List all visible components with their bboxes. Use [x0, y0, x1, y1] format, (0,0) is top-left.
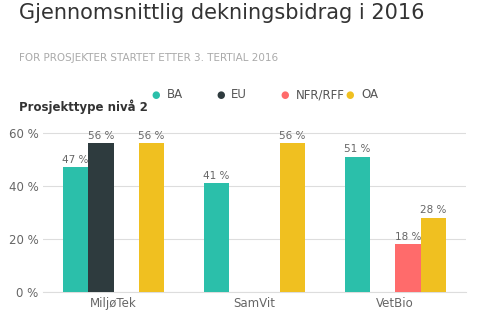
Text: Gjennomsnittlig dekningsbidrag i 2016: Gjennomsnittlig dekningsbidrag i 2016 — [19, 3, 425, 23]
Bar — [280, 143, 305, 292]
Text: 56 %: 56 % — [88, 131, 114, 141]
Text: BA: BA — [167, 88, 183, 101]
Text: 56 %: 56 % — [279, 131, 306, 141]
Bar — [420, 218, 446, 292]
Text: 56 %: 56 % — [138, 131, 165, 141]
Bar — [204, 183, 229, 292]
Bar — [63, 167, 88, 292]
Text: 28 %: 28 % — [420, 205, 446, 215]
Text: ●: ● — [346, 90, 354, 100]
Text: Prosjekttype nivå 2: Prosjekttype nivå 2 — [19, 100, 148, 114]
Text: 18 %: 18 % — [395, 232, 421, 242]
Text: ●: ● — [281, 90, 289, 100]
Text: ●: ● — [151, 90, 160, 100]
Text: ●: ● — [216, 90, 225, 100]
Text: EU: EU — [231, 88, 247, 101]
Bar — [395, 244, 420, 292]
Text: 47 %: 47 % — [62, 155, 89, 165]
Text: 41 %: 41 % — [203, 171, 229, 181]
Text: FOR PROSJEKTER STARTET ETTER 3. TERTIAL 2016: FOR PROSJEKTER STARTET ETTER 3. TERTIAL … — [19, 53, 278, 63]
Text: NFR/RFF: NFR/RFF — [296, 88, 345, 101]
Bar — [139, 143, 164, 292]
Bar — [345, 157, 370, 292]
Bar — [88, 143, 114, 292]
Text: OA: OA — [361, 88, 378, 101]
Text: 51 %: 51 % — [344, 144, 371, 154]
